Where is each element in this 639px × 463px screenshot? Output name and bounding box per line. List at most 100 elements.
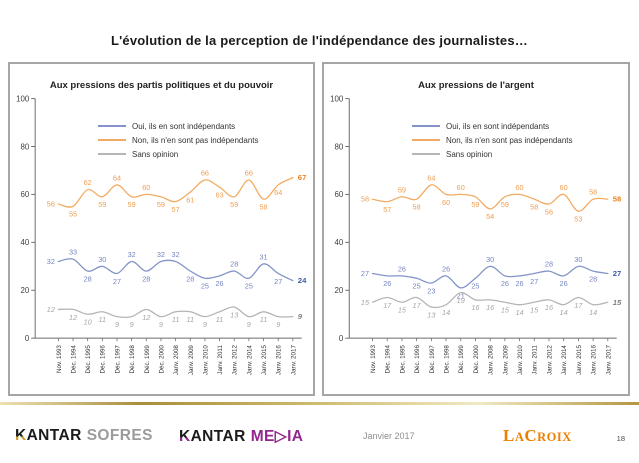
data-label-oui: 26 (516, 279, 524, 288)
data-label-oui: 31 (259, 252, 267, 261)
series-line-oui (57, 258, 294, 282)
data-label-sans: 14 (589, 308, 597, 317)
x-tick-label: Déc. 1995 (85, 345, 92, 374)
legend-item: Oui, ils en sont indépendants (412, 121, 573, 131)
data-label-oui: 28 (230, 260, 238, 269)
data-label-non: 58 (530, 203, 538, 212)
data-label-oui: 32 (172, 250, 180, 259)
data-label-non: 58 (589, 188, 597, 197)
legend-swatch-icon (98, 125, 126, 127)
data-label-oui: 28 (186, 274, 194, 283)
legend-item: Sans opinion (98, 149, 259, 159)
line-chart-money: 0 20 40 60 80 100 Nov. 1993 Déc. 1994 Déc. 1995 D… (330, 94, 622, 375)
data-label-oui: 25 (471, 282, 479, 291)
data-label-oui: 30 (574, 255, 582, 264)
series-line-non (57, 176, 294, 208)
data-label-oui: 27 (530, 277, 538, 286)
data-label-sans: 12 (47, 305, 55, 314)
data-label-non: 53 (574, 215, 582, 224)
data-label-non: 57 (383, 205, 391, 214)
x-tick-label: Janv. 2010 (517, 345, 524, 375)
x-tick-label: Déc. 1998 (444, 345, 451, 374)
data-label-sans: 15 (613, 298, 622, 307)
data-label-non: 66 (201, 169, 209, 178)
data-label-oui: 26 (501, 279, 509, 288)
x-tick-label: Janv. 2014 (561, 345, 568, 375)
data-label-oui: 32 (47, 257, 55, 266)
data-label-non: 66 (245, 169, 253, 178)
data-label-sans: 9 (276, 320, 280, 329)
y-tick-label: 80 (335, 142, 344, 151)
legend-label: Non, ils n'en sont pas indépendants (132, 135, 259, 145)
data-label-non: 60 (516, 183, 524, 192)
data-label-non: 54 (486, 212, 494, 221)
x-tick-label: Déc. 1999 (458, 345, 465, 374)
data-label-non: 60 (457, 183, 465, 192)
data-label-sans: 15 (501, 306, 510, 315)
legend-item: Non, ils n'en sont pas indépendants (98, 135, 259, 145)
legend-swatch-icon (98, 139, 126, 141)
x-tick-label: Janv. 2011 (532, 345, 539, 375)
data-label-sans: 14 (516, 308, 524, 317)
x-tick-label: Janv. 2011 (217, 345, 224, 375)
chart-title-politics: Aux pressions des partis politiques et d… (49, 80, 274, 91)
lacroix-roix: ROIX (537, 430, 572, 444)
data-label-sans: 11 (172, 315, 180, 324)
data-label-sans: 15 (530, 306, 539, 315)
data-label-oui: 28 (545, 260, 553, 269)
data-label-non: 64 (427, 173, 435, 182)
data-label-non: 56 (47, 200, 55, 209)
data-label-non: 58 (361, 195, 369, 204)
data-label-non: 59 (128, 200, 136, 209)
data-label-oui: 25 (413, 282, 421, 291)
data-label-oui: 25 (201, 282, 209, 291)
data-label-oui: 26 (215, 279, 223, 288)
x-tick-label: Janv. 2017 (290, 345, 297, 376)
data-label-sans: 14 (560, 308, 568, 317)
y-tick-label: 40 (335, 238, 344, 247)
data-label-non: 59 (98, 200, 106, 209)
lacroix-l: L (503, 426, 515, 445)
data-label-non: 62 (84, 178, 92, 187)
data-label-sans: 17 (574, 301, 583, 310)
x-tick-label: Janv. 2012 (232, 345, 239, 376)
legend-item: Oui, ils en sont indépendants (98, 121, 259, 131)
y-tick-label: 20 (335, 286, 344, 295)
x-tick-label: Déc. 1999 (144, 345, 151, 374)
kantar-word-media: ANTAR (190, 428, 246, 445)
y-tick-label: 100 (330, 94, 344, 103)
x-tick-label: Nov. 1993 (56, 345, 63, 373)
footer-date: Janvier 2017 (363, 431, 415, 441)
data-label-sans: 11 (216, 315, 224, 324)
x-tick-label: Déc. 2000 (158, 345, 165, 374)
data-label-oui: 26 (398, 264, 406, 273)
sofres-word: SOFRES (86, 427, 153, 444)
data-label-non: 60 (560, 183, 568, 192)
data-label-sans: 9 (298, 312, 303, 321)
lacroix-a: A (514, 430, 525, 444)
kantar-k-gold: K (15, 427, 27, 444)
data-label-non: 63 (215, 191, 223, 200)
data-label-sans: 12 (142, 313, 150, 322)
data-label-oui: 26 (560, 279, 568, 288)
data-label-sans: 9 (115, 320, 119, 329)
x-tick-label: Janv. 2016 (591, 345, 598, 375)
data-label-non: 67 (298, 173, 307, 182)
y-tick-label: 60 (335, 190, 344, 199)
data-label-oui: 27 (613, 269, 622, 278)
legend-item: Non, ils n'en sont pas indépendants (412, 135, 573, 145)
data-label-non: 64 (274, 188, 282, 197)
x-tick-label: Déc. 1995 (399, 345, 406, 374)
data-label-sans: 13 (230, 310, 238, 319)
legend-swatch-icon (412, 153, 440, 155)
y-tick-label: 40 (20, 238, 29, 247)
data-label-non: 60 (442, 198, 450, 207)
legend-item: Sans opinion (412, 149, 573, 159)
y-tick-label: 60 (20, 190, 29, 199)
data-label-oui: 27 (361, 269, 369, 278)
y-tick-label: 20 (20, 286, 29, 295)
data-label-oui: 24 (298, 276, 307, 285)
data-label-non: 59 (230, 200, 238, 209)
line-chart-politics: 0 20 40 60 80 100 Nov. 1993 Déc. 1994 Déc. 1995 D… (16, 94, 307, 376)
